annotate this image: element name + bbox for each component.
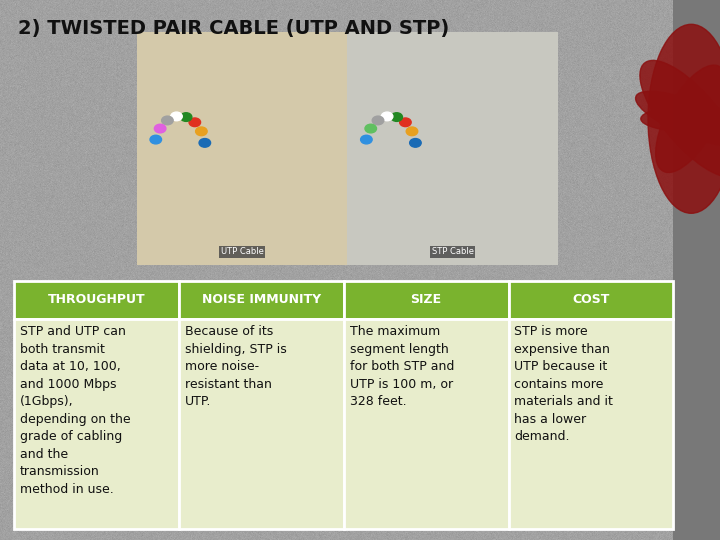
Circle shape: [372, 116, 384, 125]
Ellipse shape: [656, 65, 720, 172]
Ellipse shape: [640, 60, 720, 177]
FancyBboxPatch shape: [14, 281, 179, 319]
Circle shape: [171, 112, 182, 121]
Circle shape: [150, 135, 161, 144]
Ellipse shape: [636, 91, 720, 146]
Circle shape: [410, 139, 421, 147]
Circle shape: [162, 116, 173, 125]
Circle shape: [365, 124, 377, 133]
FancyBboxPatch shape: [137, 32, 348, 265]
Circle shape: [361, 135, 372, 144]
Circle shape: [180, 113, 192, 122]
Circle shape: [382, 112, 393, 121]
Text: COST: COST: [572, 293, 610, 306]
Text: THROUGHPUT: THROUGHPUT: [48, 293, 145, 306]
Text: STP is more
expensive than
UTP because it
contains more
materials and it
has a l: STP is more expensive than UTP because i…: [514, 325, 613, 443]
Text: The maximum
segment length
for both STP and
UTP is 100 m, or
328 feet.: The maximum segment length for both STP …: [350, 325, 454, 408]
Text: Because of its
shielding, STP is
more noise-
resistant than
UTP.: Because of its shielding, STP is more no…: [185, 325, 287, 408]
Circle shape: [391, 113, 402, 122]
Text: SIZE: SIZE: [410, 293, 441, 306]
Text: 2) TWISTED PAIR CABLE (UTP AND STP): 2) TWISTED PAIR CABLE (UTP AND STP): [18, 19, 449, 38]
Text: STP Cable: STP Cable: [432, 247, 474, 256]
Circle shape: [400, 118, 411, 126]
Text: NOISE IMMUNITY: NOISE IMMUNITY: [202, 293, 321, 306]
Circle shape: [189, 118, 201, 126]
FancyBboxPatch shape: [348, 32, 558, 265]
Ellipse shape: [648, 24, 720, 213]
FancyBboxPatch shape: [137, 32, 558, 265]
FancyBboxPatch shape: [179, 281, 344, 319]
Text: STP and UTP can
both transmit
data at 10, 100,
and 1000 Mbps
(1Gbps),
depending : STP and UTP can both transmit data at 10…: [20, 325, 131, 496]
FancyBboxPatch shape: [508, 281, 673, 319]
FancyBboxPatch shape: [344, 281, 508, 319]
Circle shape: [196, 127, 207, 136]
Circle shape: [154, 124, 166, 133]
Text: UTP Cable: UTP Cable: [220, 247, 264, 256]
FancyBboxPatch shape: [508, 319, 673, 529]
FancyBboxPatch shape: [179, 319, 344, 529]
FancyBboxPatch shape: [673, 0, 720, 540]
FancyBboxPatch shape: [344, 319, 508, 529]
Ellipse shape: [641, 106, 720, 132]
FancyBboxPatch shape: [14, 319, 179, 529]
Circle shape: [199, 139, 210, 147]
Circle shape: [406, 127, 418, 136]
